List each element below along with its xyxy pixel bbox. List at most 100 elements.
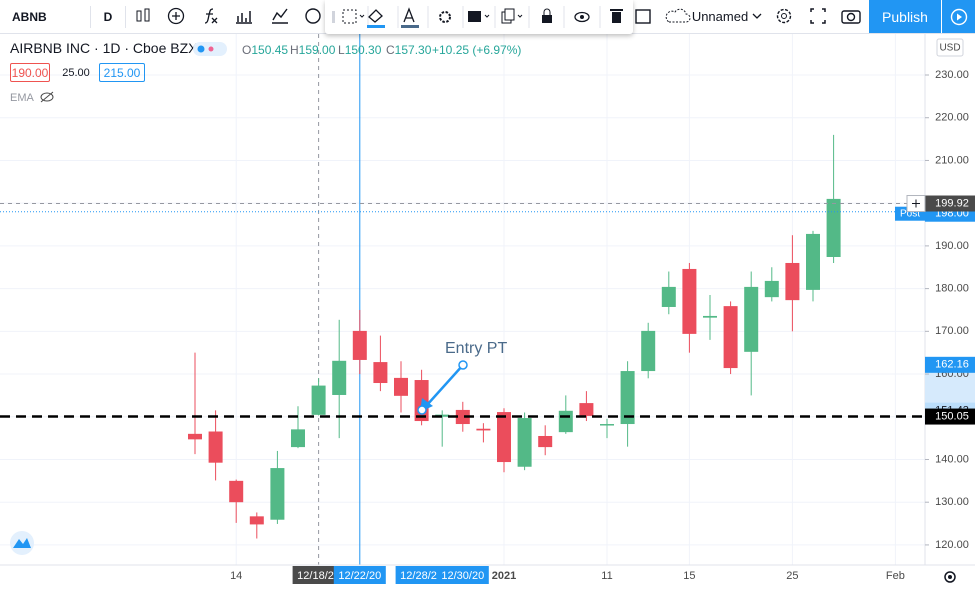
ohlc-value: 150.45 xyxy=(251,43,289,57)
currency-box[interactable] xyxy=(936,38,964,57)
drag-handle[interactable] xyxy=(332,11,335,23)
text-color-icon[interactable] xyxy=(403,7,415,23)
settings-icon[interactable] xyxy=(439,11,451,23)
sell-button[interactable]: 190.00 xyxy=(10,63,50,82)
fullscreen-icon[interactable] xyxy=(809,0,827,33)
delete-icon[interactable] xyxy=(612,12,621,23)
candle-body xyxy=(435,414,450,417)
settings-icon[interactable] xyxy=(775,0,793,33)
chevron[interactable] xyxy=(750,0,764,33)
y-tick-label: 220.00 xyxy=(935,112,969,124)
y-tick-label: 170.00 xyxy=(935,325,969,337)
interval[interactable]: D xyxy=(103,9,113,24)
x-label-highlight xyxy=(395,566,448,584)
slash xyxy=(40,91,54,103)
indicators-icon[interactable] xyxy=(201,0,219,33)
icon-part xyxy=(136,10,142,22)
x-label-highlight xyxy=(333,566,386,584)
toggle-dot xyxy=(197,45,205,53)
handle[interactable] xyxy=(458,360,468,370)
price-label: 162.16 xyxy=(935,359,969,371)
drawing-toolbar xyxy=(325,0,633,34)
hline-label-bg xyxy=(925,408,975,425)
arrow-shaft xyxy=(426,364,464,406)
ohlc-label: C xyxy=(386,43,395,57)
template-icon[interactable] xyxy=(342,9,357,24)
cloud-icon[interactable] xyxy=(664,0,692,33)
lock-icon[interactable] xyxy=(542,15,552,23)
chart-style-icon[interactable] xyxy=(134,0,152,33)
eye-icon[interactable] xyxy=(574,11,590,23)
y-tick-label: 190.00 xyxy=(935,240,969,252)
chevron xyxy=(359,14,365,18)
quantity[interactable]: 25.00 xyxy=(62,66,90,79)
x-tick-label: 12/30/20 xyxy=(441,570,484,582)
play-button[interactable] xyxy=(941,0,975,33)
currency: USD xyxy=(939,43,960,54)
gear xyxy=(944,571,956,583)
candle-body xyxy=(291,429,305,448)
fill-color[interactable] xyxy=(367,25,385,28)
price-axis: 120.00130.00140.00150.00160.00170.00180.… xyxy=(895,69,975,551)
x-label-highlight xyxy=(292,566,345,584)
candle-body xyxy=(806,233,820,290)
candle-body xyxy=(311,385,326,415)
icon-part xyxy=(752,13,762,19)
text-color[interactable] xyxy=(401,25,419,28)
ohlc-item: H159.00 xyxy=(290,43,335,57)
candle-body xyxy=(414,380,429,422)
candle-body xyxy=(332,360,347,395)
candle-body xyxy=(703,315,717,318)
y-tick-label: 140.00 xyxy=(935,453,969,465)
visibility-icon[interactable] xyxy=(468,11,481,22)
layout-name[interactable]: Unnamed xyxy=(691,9,749,24)
publish-button[interactable]: Publish xyxy=(869,0,941,33)
candle-body xyxy=(579,403,594,416)
drawing-tools xyxy=(332,6,623,28)
x-tick-label: 11 xyxy=(601,570,612,582)
annotation-arrow[interactable] xyxy=(417,360,468,415)
separator xyxy=(125,6,126,28)
toggle-dot xyxy=(208,46,214,52)
x-tick-label: 25 xyxy=(786,570,798,582)
chevron xyxy=(517,14,523,18)
toggle[interactable] xyxy=(193,42,227,56)
chevron xyxy=(484,14,490,18)
x-tick-label: 15 xyxy=(683,570,695,582)
alert-icon[interactable] xyxy=(303,0,323,33)
ohlc-label: O xyxy=(242,43,252,57)
candle-body xyxy=(620,371,635,425)
candle-body xyxy=(661,286,676,307)
handle[interactable] xyxy=(417,405,427,415)
settings-icon[interactable] xyxy=(944,571,956,583)
candle-body xyxy=(744,286,759,352)
financials-icon[interactable] xyxy=(234,0,254,33)
hide-icon[interactable] xyxy=(40,91,54,103)
ohlc-label: L xyxy=(338,43,345,57)
ohlc-label: H xyxy=(290,43,299,57)
symbol-search[interactable]: ABNB xyxy=(12,9,47,24)
candle-body xyxy=(352,330,367,360)
rect-icon[interactable] xyxy=(634,0,652,33)
icon-part xyxy=(305,8,321,24)
ohlc-item: L150.30 xyxy=(338,43,381,57)
candle-body xyxy=(373,362,388,384)
y-tick-label: 230.00 xyxy=(935,69,969,81)
icon-part xyxy=(144,8,150,22)
templates-icon[interactable] xyxy=(270,0,290,33)
icon-part xyxy=(272,8,288,24)
ohlc-value: 150.30 xyxy=(344,43,382,57)
y-tick-label: 130.00 xyxy=(935,496,969,508)
snapshot-icon[interactable] xyxy=(841,0,861,33)
icon-part xyxy=(846,12,856,22)
buy-button[interactable]: 215.00 xyxy=(99,63,145,82)
candle-body xyxy=(208,431,223,463)
top-toolbar: ABNB D Unnamed Publish xyxy=(0,0,975,34)
compare-icon[interactable] xyxy=(167,0,185,33)
x-tick-label: 12/18/20 xyxy=(297,570,340,582)
fill-icon[interactable] xyxy=(368,9,383,23)
icon-part xyxy=(236,11,252,24)
eye xyxy=(40,92,54,102)
x-tick-label: 2021 xyxy=(492,570,516,582)
candle-body xyxy=(188,433,202,440)
